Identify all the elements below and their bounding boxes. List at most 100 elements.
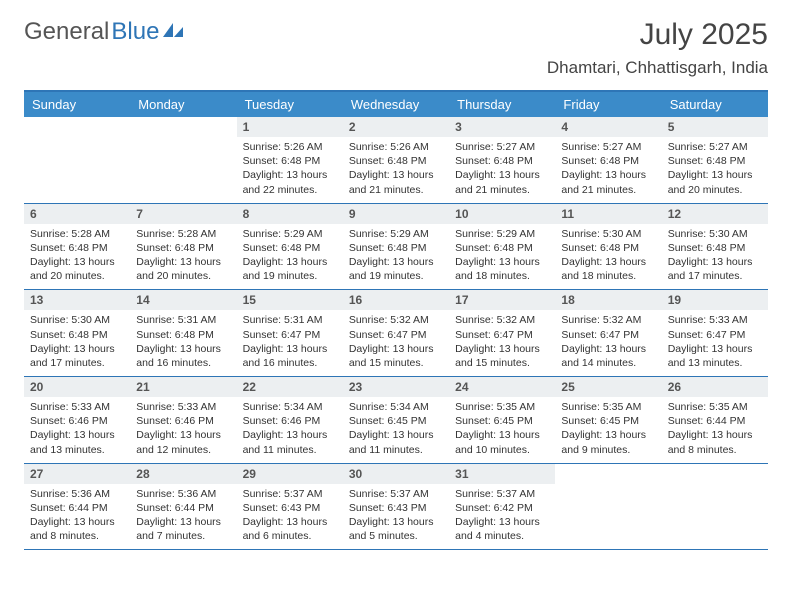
sunset-text: Sunset: 6:47 PM [561,328,655,342]
daylight-line2: and 13 minutes. [30,443,124,457]
day-details: Sunrise: 5:31 AMSunset: 6:47 PMDaylight:… [237,310,343,376]
calendar-cell: 5Sunrise: 5:27 AMSunset: 6:48 PMDaylight… [662,117,768,203]
day-details: Sunrise: 5:34 AMSunset: 6:46 PMDaylight:… [237,397,343,463]
day-number: 5 [662,117,768,137]
calendar-cell: 4Sunrise: 5:27 AMSunset: 6:48 PMDaylight… [555,117,661,203]
calendar-cell: 13Sunrise: 5:30 AMSunset: 6:48 PMDayligh… [24,290,130,376]
daylight-line2: and 21 minutes. [561,183,655,197]
daylight-line2: and 8 minutes. [668,443,762,457]
header: GeneralBlue July 2025 Dhamtari, Chhattis… [24,18,768,78]
day-details: Sunrise: 5:26 AMSunset: 6:48 PMDaylight:… [343,137,449,203]
calendar-cell: 24Sunrise: 5:35 AMSunset: 6:45 PMDayligh… [449,377,555,463]
daylight-line2: and 20 minutes. [136,269,230,283]
day-details: Sunrise: 5:32 AMSunset: 6:47 PMDaylight:… [343,310,449,376]
day-number: 15 [237,290,343,310]
day-number: 19 [662,290,768,310]
calendar-cell: 25Sunrise: 5:35 AMSunset: 6:45 PMDayligh… [555,377,661,463]
day-number [555,464,661,484]
sunset-text: Sunset: 6:47 PM [243,328,337,342]
calendar-cell: 1Sunrise: 5:26 AMSunset: 6:48 PMDaylight… [237,117,343,203]
day-details: Sunrise: 5:27 AMSunset: 6:48 PMDaylight:… [449,137,555,203]
daylight-line2: and 16 minutes. [243,356,337,370]
sunrise-text: Sunrise: 5:29 AM [243,227,337,241]
sunset-text: Sunset: 6:44 PM [668,414,762,428]
daylight-line2: and 11 minutes. [349,443,443,457]
day-number: 13 [24,290,130,310]
sunrise-text: Sunrise: 5:35 AM [455,400,549,414]
daylight-line1: Daylight: 13 hours [668,342,762,356]
day-number: 9 [343,204,449,224]
sunset-text: Sunset: 6:48 PM [668,154,762,168]
sunset-text: Sunset: 6:42 PM [455,501,549,515]
sunrise-text: Sunrise: 5:36 AM [136,487,230,501]
day-number: 22 [237,377,343,397]
logo-sail-icon [163,18,185,46]
daylight-line1: Daylight: 13 hours [561,342,655,356]
day-number: 27 [24,464,130,484]
sunrise-text: Sunrise: 5:33 AM [136,400,230,414]
sunset-text: Sunset: 6:48 PM [561,241,655,255]
calendar-weeks: 1Sunrise: 5:26 AMSunset: 6:48 PMDaylight… [24,117,768,550]
sunrise-text: Sunrise: 5:34 AM [349,400,443,414]
day-number: 3 [449,117,555,137]
dow-sun: Sunday [24,92,130,117]
calendar-week: 1Sunrise: 5:26 AMSunset: 6:48 PMDaylight… [24,117,768,204]
day-number: 24 [449,377,555,397]
daylight-line2: and 18 minutes. [561,269,655,283]
sunset-text: Sunset: 6:47 PM [668,328,762,342]
sunset-text: Sunset: 6:48 PM [136,328,230,342]
day-details: Sunrise: 5:37 AMSunset: 6:43 PMDaylight:… [237,484,343,550]
day-number: 31 [449,464,555,484]
daylight-line2: and 6 minutes. [243,529,337,543]
daylight-line2: and 22 minutes. [243,183,337,197]
daylight-line1: Daylight: 13 hours [243,255,337,269]
sunset-text: Sunset: 6:48 PM [455,154,549,168]
daylight-line1: Daylight: 13 hours [349,428,443,442]
daylight-line1: Daylight: 13 hours [30,342,124,356]
day-details: Sunrise: 5:29 AMSunset: 6:48 PMDaylight:… [343,224,449,290]
daylight-line1: Daylight: 13 hours [455,515,549,529]
day-details: Sunrise: 5:31 AMSunset: 6:48 PMDaylight:… [130,310,236,376]
sunset-text: Sunset: 6:48 PM [349,241,443,255]
sunset-text: Sunset: 6:44 PM [30,501,124,515]
calendar-cell: 21Sunrise: 5:33 AMSunset: 6:46 PMDayligh… [130,377,236,463]
day-details: Sunrise: 5:35 AMSunset: 6:44 PMDaylight:… [662,397,768,463]
day-number: 30 [343,464,449,484]
daylight-line2: and 13 minutes. [668,356,762,370]
sunset-text: Sunset: 6:47 PM [455,328,549,342]
calendar-cell: 23Sunrise: 5:34 AMSunset: 6:45 PMDayligh… [343,377,449,463]
calendar-cell: 18Sunrise: 5:32 AMSunset: 6:47 PMDayligh… [555,290,661,376]
sunrise-text: Sunrise: 5:32 AM [349,313,443,327]
day-number: 1 [237,117,343,137]
sunrise-text: Sunrise: 5:30 AM [30,313,124,327]
title-block: July 2025 Dhamtari, Chhattisgarh, India [547,18,768,78]
calendar-cell: 9Sunrise: 5:29 AMSunset: 6:48 PMDaylight… [343,204,449,290]
sunset-text: Sunset: 6:43 PM [243,501,337,515]
daylight-line1: Daylight: 13 hours [668,168,762,182]
calendar-cell: 29Sunrise: 5:37 AMSunset: 6:43 PMDayligh… [237,464,343,550]
month-title: July 2025 [547,18,768,52]
day-details: Sunrise: 5:28 AMSunset: 6:48 PMDaylight:… [24,224,130,290]
daylight-line1: Daylight: 13 hours [455,168,549,182]
day-number: 20 [24,377,130,397]
sunset-text: Sunset: 6:48 PM [243,154,337,168]
sunrise-text: Sunrise: 5:34 AM [243,400,337,414]
calendar-cell: 27Sunrise: 5:36 AMSunset: 6:44 PMDayligh… [24,464,130,550]
sunrise-text: Sunrise: 5:26 AM [243,140,337,154]
sunrise-text: Sunrise: 5:37 AM [243,487,337,501]
daylight-line1: Daylight: 13 hours [30,255,124,269]
calendar-cell: 3Sunrise: 5:27 AMSunset: 6:48 PMDaylight… [449,117,555,203]
day-details: Sunrise: 5:28 AMSunset: 6:48 PMDaylight:… [130,224,236,290]
daylight-line2: and 12 minutes. [136,443,230,457]
day-details: Sunrise: 5:30 AMSunset: 6:48 PMDaylight:… [555,224,661,290]
sunset-text: Sunset: 6:47 PM [349,328,443,342]
dow-thu: Thursday [449,92,555,117]
day-number: 6 [24,204,130,224]
calendar-cell: 20Sunrise: 5:33 AMSunset: 6:46 PMDayligh… [24,377,130,463]
day-number: 11 [555,204,661,224]
daylight-line2: and 14 minutes. [561,356,655,370]
day-number: 2 [343,117,449,137]
daylight-line1: Daylight: 13 hours [455,428,549,442]
calendar-cell: 12Sunrise: 5:30 AMSunset: 6:48 PMDayligh… [662,204,768,290]
daylight-line1: Daylight: 13 hours [136,428,230,442]
